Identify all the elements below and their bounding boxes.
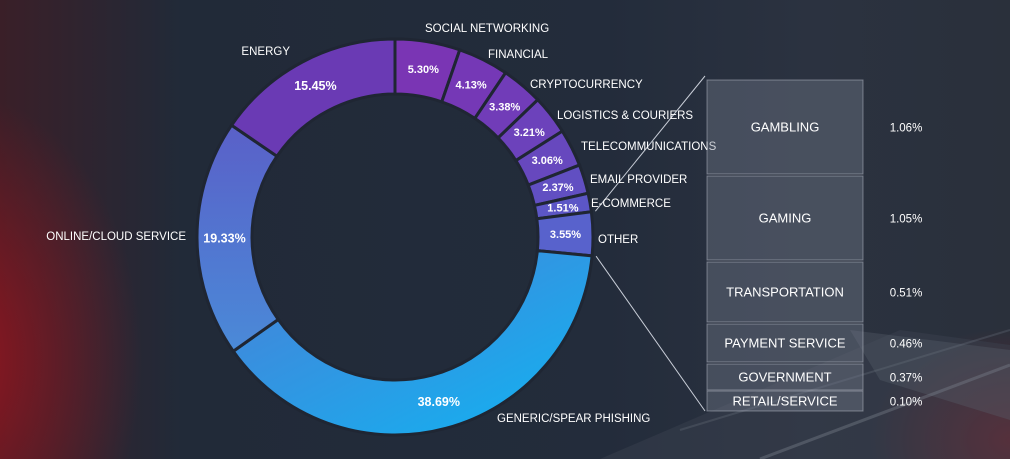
slice-category-labels: SOCIAL NETWORKING FINANCIAL CRYPTOCURRENCY…	[46, 23, 716, 425]
category-label-online-cloud-service: ONLINE/CLOUD SERVICE	[46, 231, 186, 243]
donut-slices	[195, 37, 595, 437]
value-label-email-provider: 2.37%	[542, 182, 573, 194]
category-label-email-provider: EMAIL PROVIDER	[590, 174, 687, 186]
breakdown-value-payment-service: 0.46%	[890, 339, 923, 351]
connector-line-top	[595, 75, 706, 212]
breakdown-box-gaming	[706, 175, 864, 261]
breakdown-box-payment-service	[706, 323, 864, 363]
breakdown-value-retail-service: 0.10%	[890, 397, 923, 409]
breakdown-label-transportation: TRANSPORTATION	[726, 285, 844, 300]
category-label-generic-spear-phishing: GENERIC/SPEAR PHISHING	[497, 413, 650, 425]
slice-value-labels: 5.30% 4.13%3.38% 3.21% 3.06% 2.37% 1.51% 3.55%…	[203, 64, 581, 409]
breakdown-label-government: GOVERNMENT	[738, 370, 831, 385]
slice-energy	[229, 37, 397, 159]
breakdown-box-government	[706, 363, 864, 391]
breakdown-label-gaming: GAMING	[759, 211, 812, 226]
category-label-other: OTHER	[598, 234, 638, 246]
value-label-e-commerce: 1.51%	[547, 202, 578, 214]
breakdown-value-government: 0.37%	[890, 373, 923, 385]
breakdown-value-gaming: 1.05%	[890, 214, 923, 226]
value-label-social-networking: 5.30%	[408, 64, 439, 76]
category-label-social-networking: SOCIAL NETWORKING	[425, 23, 549, 35]
category-label-logistics-couriers: LOGISTICS & COURIERS	[557, 110, 693, 122]
connector-line-bottom	[595, 255, 706, 412]
breakdown-value-transportation: 0.51%	[890, 288, 923, 300]
breakdown-label-payment-service: PAYMENT SERVICE	[724, 336, 845, 351]
breakdown-box-retail-service	[706, 390, 864, 412]
value-label-telecommunications: 3.06%	[532, 155, 563, 167]
breakdown-label-gambling: GAMBLING	[751, 120, 820, 135]
value-label-energy: 15.45%	[294, 79, 336, 93]
breakdown-box-transportation	[706, 261, 864, 323]
category-label-energy: ENERGY	[241, 46, 290, 58]
slice-generic-spear-phishing	[231, 248, 594, 437]
value-label-other: 3.55%	[550, 229, 581, 241]
breakdown-connectors	[595, 75, 706, 412]
value-label-cryptocurrency: 3.38%	[489, 102, 520, 114]
category-label-financial: FINANCIAL	[488, 49, 549, 61]
category-label-e-commerce: E-COMMERCE	[591, 198, 671, 210]
category-label-cryptocurrency: CRYPTOCURRENCY	[530, 79, 643, 91]
category-label-telecommunications: TELECOMMUNICATIONS	[581, 141, 717, 153]
value-label-generic-spear-phishing: 38.69%	[418, 395, 460, 409]
breakdown-box-gambling	[706, 79, 864, 175]
value-label-financial: 4.13%	[455, 79, 486, 91]
other-breakdown-table: GAMBLING 1.06% GAMING 1.05% TRANSPORTATION 0.…	[706, 79, 923, 412]
value-label-online-cloud-service: 19.33%	[203, 231, 245, 245]
value-label-logistics-couriers: 3.21%	[514, 127, 545, 139]
breakdown-label-retail-service: RETAIL/SERVICE	[733, 394, 838, 409]
breakdown-value-gambling: 1.06%	[890, 123, 923, 135]
